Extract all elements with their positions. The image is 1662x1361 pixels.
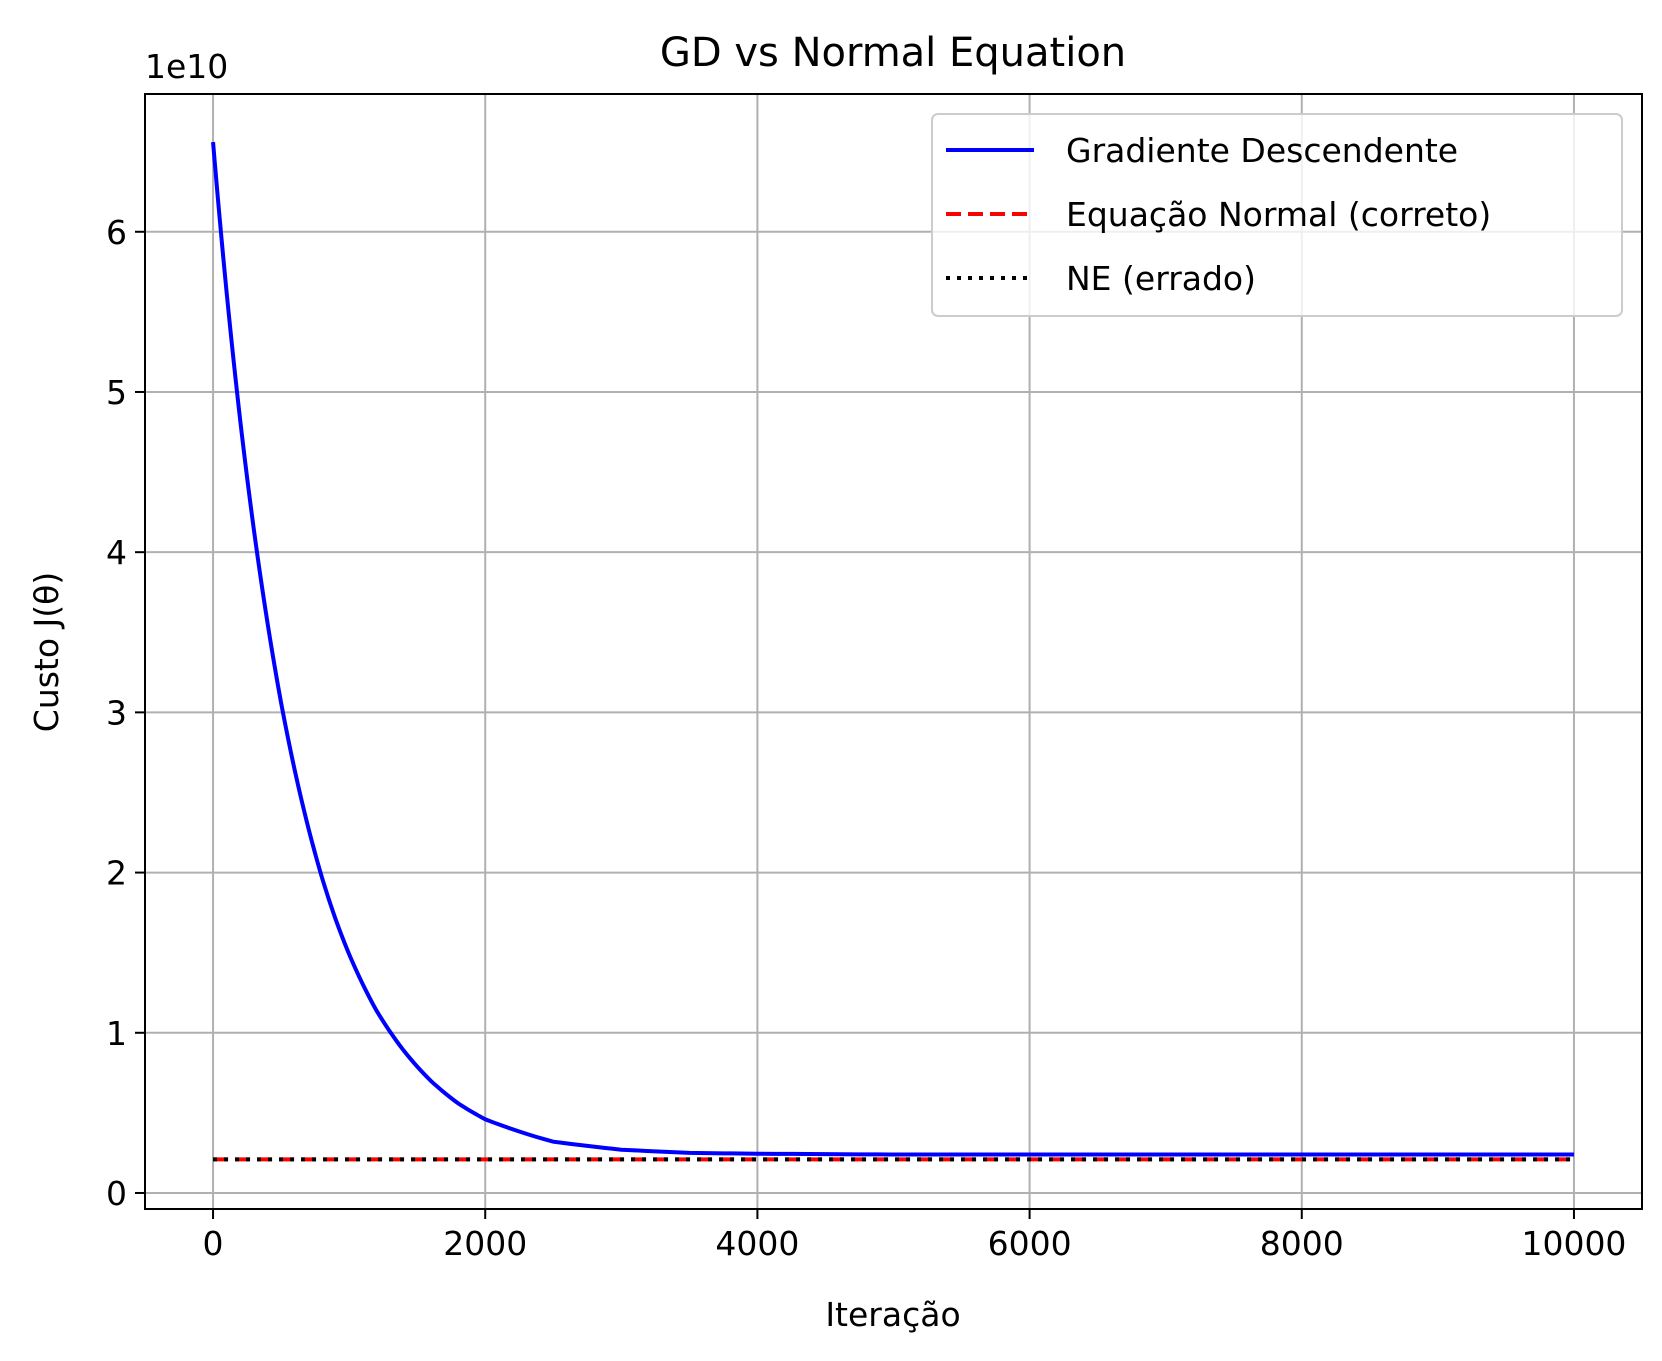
x-tick-label: 8000 <box>1260 1224 1344 1263</box>
legend-box <box>931 113 1623 317</box>
x-tick-label: 0 <box>203 1224 224 1263</box>
plot-frame <box>144 93 1643 1210</box>
y-ticks: 0 1 2 3 4 5 6 <box>106 213 145 1213</box>
series-layer <box>211 141 1574 1162</box>
y-tick-label: 5 <box>106 373 127 412</box>
y-tick-label: 4 <box>106 533 127 572</box>
x-tick-label: 2000 <box>443 1224 527 1263</box>
y-tick-label: 3 <box>106 693 127 732</box>
x-tick-label: 4000 <box>715 1224 799 1263</box>
y-tick-label: 1 <box>106 1014 127 1053</box>
legend: Gradiente Descendente Equação Normal (co… <box>931 113 1623 317</box>
y-axis-label: Custo J(θ) <box>27 572 66 732</box>
grid <box>145 94 1642 1209</box>
series-line-gradiente-descendente <box>211 141 1574 1157</box>
y-offset-label: 1e10 <box>145 47 228 86</box>
y-tick-label: 6 <box>106 213 127 252</box>
x-axis-label: Iteração <box>825 1295 960 1334</box>
y-tick-label: 2 <box>106 854 127 893</box>
legend-label-ne-wrong: NE (errado) <box>1066 259 1256 298</box>
x-tick-label: 6000 <box>988 1224 1072 1263</box>
legend-label-gd: Gradiente Descendente <box>1066 131 1458 170</box>
x-ticks: 0 2000 4000 6000 8000 10000 <box>203 1209 1626 1263</box>
chart-title: GD vs Normal Equation <box>660 30 1126 76</box>
y-tick-label: 0 <box>106 1174 127 1213</box>
x-tick-label: 10000 <box>1521 1224 1626 1263</box>
legend-label-ne-correct: Equação Normal (correto) <box>1066 195 1491 234</box>
